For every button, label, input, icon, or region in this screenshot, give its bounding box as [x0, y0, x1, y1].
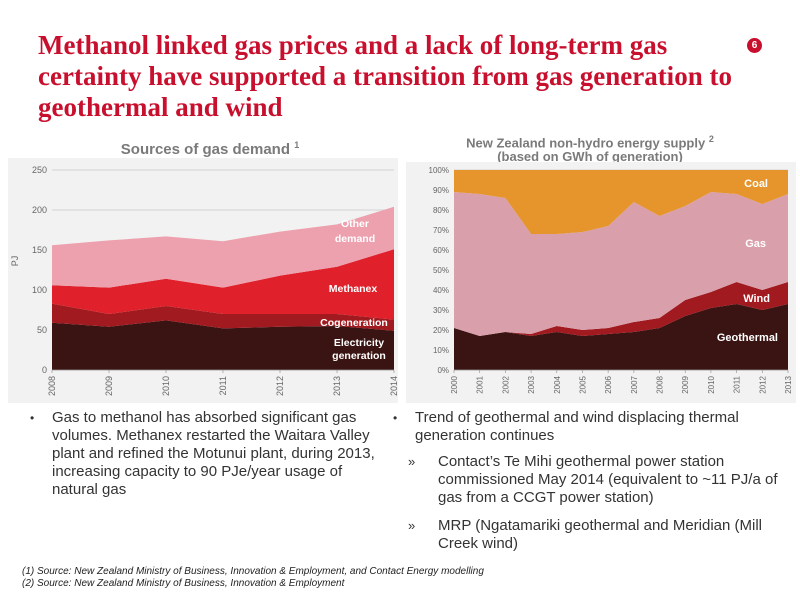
area-electricity-generation: [52, 320, 394, 370]
y-tick-label: 40%: [433, 286, 449, 295]
x-tick-label: 2012: [758, 375, 767, 393]
chart2-title-line2: (based on GWh of generation): [497, 149, 683, 165]
label-cogeneration: Cogeneration: [320, 317, 388, 329]
x-tick-label: 2001: [476, 375, 485, 393]
chart2-footnote-ref: 2: [708, 134, 714, 144]
area-geothermal: [454, 304, 788, 370]
y-axis-label: PJ: [10, 256, 20, 267]
area-cogeneration: [52, 303, 394, 331]
footnote-1: (1) Source: New Zealand Ministry of Busi…: [22, 566, 484, 577]
bullets-right: • Trend of geothermal and wind displacing…: [393, 409, 793, 563]
x-tick-label: 2009: [104, 376, 114, 396]
bullet-dot-icon: •: [30, 411, 35, 425]
label-other-demand-1: Other: [341, 218, 369, 230]
area-other-demand: [52, 206, 394, 288]
label-other-demand-2: demand: [335, 233, 375, 245]
area-wind: [454, 282, 788, 336]
bullets-left: • Gas to methanol has absorbed significan…: [30, 409, 375, 507]
x-tick-label: 2009: [681, 375, 690, 393]
label-wind: Wind: [743, 293, 770, 305]
sub-bullet-text: Contact’s Te Mihi geothermal power stati…: [438, 453, 778, 506]
y-tick-label: 10%: [433, 346, 449, 355]
label-gas: Gas: [745, 238, 766, 250]
x-tick-label: 2003: [527, 375, 536, 393]
y-tick-label: 0%: [437, 366, 449, 375]
y-tick-label: 100%: [429, 166, 449, 175]
y-tick-label: 250: [32, 165, 47, 175]
x-tick-label: 2010: [161, 376, 171, 396]
area-methanex: [52, 249, 394, 320]
x-tick-label: 2012: [275, 376, 285, 396]
chart2-title-line1: New Zealand non-hydro energy supply: [466, 135, 706, 151]
chart1-footnote-ref: 1: [294, 140, 300, 150]
footnotes: (1) Source: New Zealand Ministry of Busi…: [22, 566, 484, 590]
y-tick-label: 50: [37, 325, 47, 335]
area-coal: [454, 170, 788, 234]
y-tick-label: 70%: [433, 226, 449, 235]
label-coal: Coal: [744, 178, 768, 190]
y-tick-label: 90%: [433, 186, 449, 195]
label-electricity-2: generation: [332, 350, 386, 362]
y-tick-label: 150: [32, 245, 47, 255]
x-tick-label: 2006: [604, 375, 613, 393]
y-tick-label: 20%: [433, 326, 449, 335]
sub-bullet-text: MRP (Ngatamariki geothermal and Meridian…: [438, 517, 763, 552]
sub-bullet-item: » Contact’s Te Mihi geothermal power stat…: [393, 453, 793, 507]
area-gas: [454, 192, 788, 336]
double-arrow-icon: »: [408, 518, 416, 533]
x-tick-label: 2000: [450, 375, 459, 393]
page-number-badge: 6: [747, 38, 762, 53]
y-tick-label: 80%: [433, 206, 449, 215]
slide-title: Methanol linked gas prices and a lack of…: [38, 30, 732, 122]
x-tick-label: 2008: [656, 375, 665, 393]
label-geothermal: Geothermal: [717, 332, 778, 344]
sub-bullet-item: » MRP (Ngatamariki geothermal and Meridia…: [393, 517, 793, 553]
x-tick-label: 2008: [47, 376, 57, 396]
chart1-title: Sources of gas demand 1: [60, 140, 360, 158]
y-tick-label: 60%: [433, 246, 449, 255]
footnote-2: (2) Source: New Zealand Ministry of Busi…: [22, 578, 345, 589]
label-methanex: Methanex: [329, 283, 378, 295]
x-tick-label: 2013: [332, 376, 342, 396]
y-tick-label: 50%: [433, 266, 449, 275]
bullet-text: Gas to methanol has absorbed significant…: [52, 409, 375, 498]
chart2-title: New Zealand non-hydro energy supply 2 (ba…: [440, 132, 740, 164]
y-tick-label: 30%: [433, 306, 449, 315]
y-tick-label: 0: [42, 365, 47, 375]
energy-supply-chart: 0% 10% 20% 30% 40% 50% 60% 70% 80% 90% 100% 2000 200…: [429, 166, 793, 394]
x-tick-label: 2005: [578, 375, 587, 393]
x-tick-label: 2013: [784, 375, 793, 393]
gas-demand-chart: 0 50 100 150 200 250 2008 2009 2010 2011 2012 2013 2…: [10, 165, 399, 396]
x-tick-label: 2004: [553, 375, 562, 393]
bullet-item: • Gas to methanol has absorbed significan…: [30, 409, 375, 499]
x-tick-label: 2011: [733, 375, 742, 393]
y-tick-label: 200: [32, 205, 47, 215]
double-arrow-icon: »: [408, 454, 416, 469]
x-tick-label: 2002: [501, 375, 510, 393]
y-tick-label: 100: [32, 285, 47, 295]
label-electricity-1: Electricity: [334, 337, 384, 349]
x-tick-label: 2007: [630, 375, 639, 393]
chart1-title-text: Sources of gas demand: [120, 141, 291, 158]
bullet-item: • Trend of geothermal and wind displacing…: [393, 409, 793, 445]
bullet-text: Trend of geothermal and wind displacing …: [415, 409, 739, 444]
x-tick-label: 2010: [707, 375, 716, 393]
bullet-dot-icon: •: [393, 411, 398, 425]
x-tick-label: 2011: [218, 376, 228, 395]
x-tick-label: 2014: [389, 376, 399, 396]
